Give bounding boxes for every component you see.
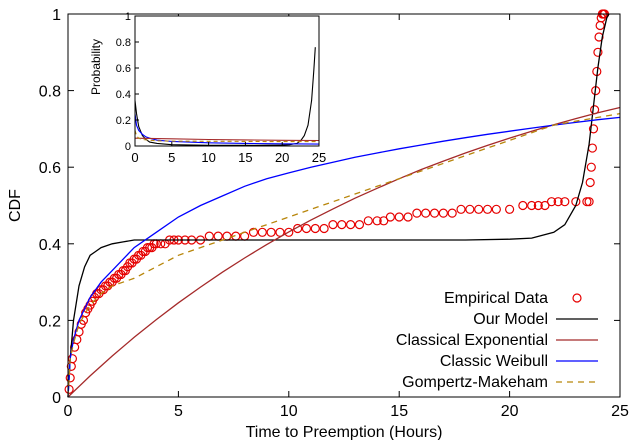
legend-label: Gompertz-Makeham bbox=[402, 374, 548, 391]
empirical-point bbox=[560, 197, 570, 207]
series-line-gompertz-makeham bbox=[67, 112, 621, 398]
empirical-point bbox=[482, 204, 493, 214]
empirical-point bbox=[594, 32, 604, 42]
empirical-point bbox=[412, 208, 422, 218]
x-tick-label: 0 bbox=[64, 403, 73, 420]
inset-frame bbox=[134, 15, 320, 147]
empirical-point bbox=[204, 231, 214, 241]
empirical-point bbox=[447, 208, 457, 218]
empirical-point bbox=[379, 216, 389, 226]
empirical-point bbox=[465, 204, 475, 214]
empirical-point bbox=[310, 223, 320, 234]
y-tick-label: 0 bbox=[52, 390, 61, 407]
empirical-point bbox=[438, 208, 448, 218]
y-tick-label: 0.8 bbox=[39, 84, 61, 101]
empirical-point bbox=[293, 223, 303, 234]
empirical-point bbox=[257, 227, 267, 237]
inset-series-line bbox=[134, 113, 320, 145]
inset-y-tick-label: 1 bbox=[125, 11, 131, 23]
y-axis-label: CDF bbox=[7, 189, 24, 222]
inset-x-tick-label: 0 bbox=[131, 150, 138, 165]
empirical-point bbox=[540, 200, 550, 211]
inset-x-tick-label: 25 bbox=[312, 150, 326, 165]
legend-label: Classic Weibull bbox=[440, 353, 548, 370]
empirical-point bbox=[354, 220, 365, 230]
empirical-point bbox=[533, 200, 543, 211]
empirical-point bbox=[248, 227, 259, 237]
y-tick-label: 0.6 bbox=[39, 160, 61, 177]
x-tick-label: 20 bbox=[501, 403, 519, 420]
legend-marker bbox=[572, 293, 582, 303]
empirical-point bbox=[586, 162, 596, 172]
x-tick-label: 15 bbox=[390, 403, 408, 420]
inset-x-tick-label: 10 bbox=[201, 150, 215, 165]
empirical-point bbox=[421, 208, 431, 218]
empirical-point bbox=[491, 204, 501, 214]
empirical-point bbox=[319, 223, 329, 234]
series-line-our-model bbox=[67, 13, 610, 398]
empirical-point bbox=[595, 20, 605, 31]
empirical-point bbox=[301, 223, 312, 234]
empirical-point bbox=[456, 204, 466, 214]
empirical-point bbox=[284, 227, 294, 237]
empirical-point bbox=[266, 227, 276, 237]
empirical-point bbox=[546, 197, 557, 207]
empirical-point bbox=[394, 212, 404, 222]
empirical-point bbox=[66, 361, 76, 371]
legend-label: Our Model bbox=[473, 311, 548, 328]
empirical-point bbox=[363, 216, 373, 226]
y-tick-label: 0.4 bbox=[39, 237, 61, 254]
empirical-point bbox=[553, 197, 563, 207]
legend-label: Empirical Data bbox=[444, 290, 548, 307]
legend-label: Classical Exponential bbox=[396, 332, 548, 349]
empirical-point bbox=[337, 220, 347, 230]
inset-series-line bbox=[134, 137, 320, 142]
inset-plot: 0 5 10 15 20 25 0 0.2 0.4 0.6 0.8 1 Probability bbox=[89, 11, 326, 165]
plot-frame bbox=[67, 13, 621, 398]
empirical-point bbox=[527, 200, 537, 211]
inset-y-axis-label: Probability bbox=[89, 39, 103, 95]
x-tick-label: 25 bbox=[611, 403, 629, 420]
inset-background bbox=[135, 16, 319, 146]
empirical-point bbox=[429, 208, 440, 218]
inset-y-tick-label: 0.2 bbox=[116, 115, 131, 127]
series-line-classic-weibull bbox=[67, 116, 621, 398]
empirical-point bbox=[474, 204, 484, 214]
empirical-point bbox=[403, 212, 413, 222]
empirical-point bbox=[346, 220, 356, 230]
inset-y-tick-label: 0.6 bbox=[116, 63, 131, 75]
empirical-point bbox=[588, 124, 599, 134]
empirical-point bbox=[518, 200, 528, 211]
empirical-point bbox=[587, 143, 598, 153]
x-axis-label: Time to Preemption (Hours) bbox=[246, 424, 443, 440]
inset-x-tick-label: 15 bbox=[238, 150, 252, 165]
empirical-point bbox=[585, 177, 595, 188]
y-tick-label: 0.2 bbox=[39, 313, 61, 330]
empirical-point bbox=[584, 197, 594, 207]
empirical-point bbox=[213, 231, 223, 241]
y-tick-label: 1 bbox=[52, 7, 61, 24]
series-line-classical-exponential bbox=[67, 106, 621, 398]
x-tick-label: 10 bbox=[280, 403, 298, 420]
inset-series-line bbox=[134, 130, 319, 143]
empirical-point bbox=[328, 220, 338, 230]
inset-y-tick-label: 0 bbox=[125, 141, 131, 153]
empirical-point bbox=[372, 216, 382, 226]
x-tick-label: 5 bbox=[174, 403, 183, 420]
empirical-point bbox=[65, 373, 75, 383]
legend: Empirical Data Our Model Classical Exponen… bbox=[396, 290, 598, 391]
empirical-point bbox=[593, 47, 603, 57]
inset-y-tick-label: 0.4 bbox=[116, 89, 131, 101]
inset-x-tick-label: 5 bbox=[168, 150, 175, 165]
inset-y-tick-label: 0.8 bbox=[116, 37, 131, 49]
inset-x-tick-label: 20 bbox=[275, 150, 289, 165]
empirical-point bbox=[505, 204, 515, 214]
empirical-point bbox=[385, 212, 395, 222]
